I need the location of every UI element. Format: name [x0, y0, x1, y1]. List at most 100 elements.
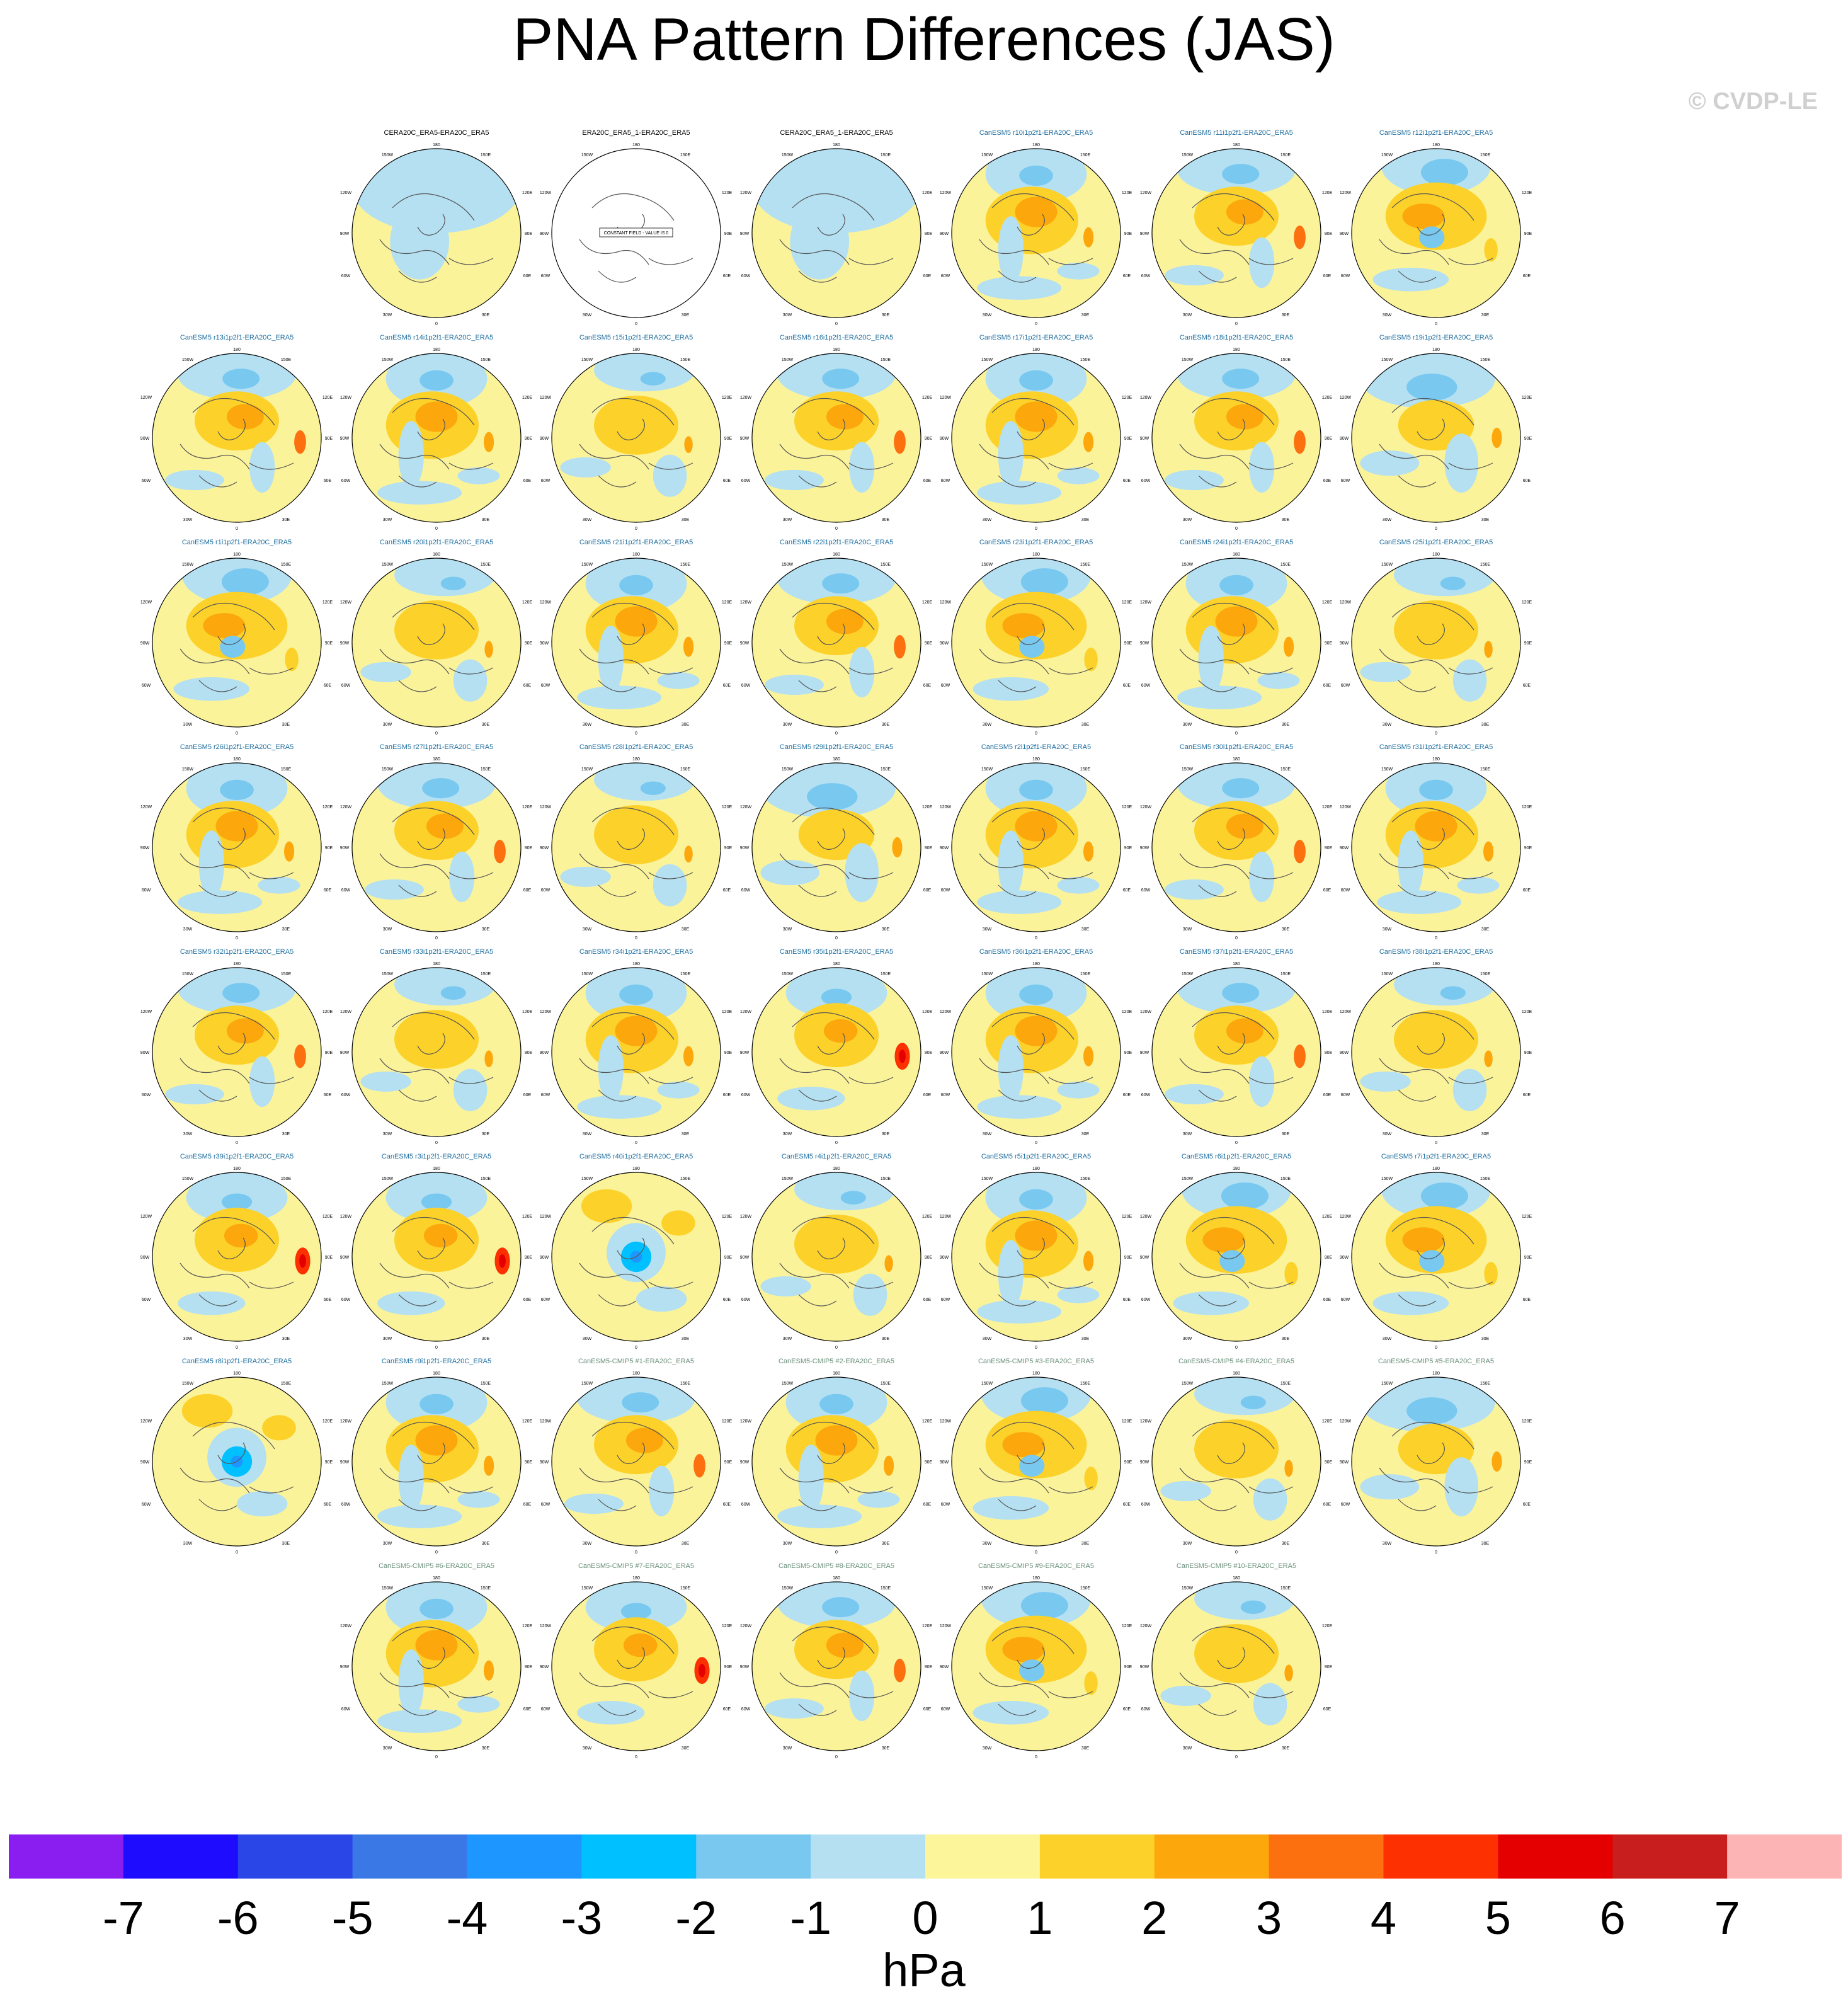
- coastline: [392, 193, 475, 221]
- longitude-label: 120E: [722, 1010, 733, 1014]
- contour-region: [593, 763, 695, 801]
- longitude-label: 180: [833, 1576, 840, 1581]
- longitude-label: 90E: [525, 846, 533, 850]
- polar-map: 180 0 150W 150E 120W 120E 90W 90E 60W 60E 30W 30E: [740, 757, 933, 941]
- colorbar-segment: [925, 1834, 1041, 1879]
- panel-title: CanESM5 r2i1p2f1-ERA20C_ERA5: [981, 743, 1092, 751]
- contour-region: [394, 968, 496, 1006]
- contour-region: [594, 805, 678, 864]
- contour-region: [684, 845, 693, 863]
- longitude-label: 90E: [724, 232, 733, 236]
- map-panel: CanESM5 r24i1p2f1-ERA20C_ERA5 180 0 150W 150…: [1136, 539, 1337, 740]
- longitude-label: 90W: [1140, 641, 1149, 646]
- contour-region: [1249, 851, 1275, 903]
- coastline: [1192, 807, 1275, 835]
- coastline: [398, 1703, 437, 1716]
- longitude-label: 0: [835, 731, 838, 736]
- longitude-label: 90E: [1524, 641, 1532, 646]
- longitude-label: 60W: [1341, 1502, 1350, 1507]
- coastline: [448, 1691, 494, 1698]
- colorbar-tick-label: -1: [790, 1892, 832, 1944]
- contour-fill: [765, 353, 906, 493]
- contour-region: [1457, 876, 1500, 894]
- longitude-label: 90E: [1325, 437, 1333, 441]
- longitude-label: 120E: [1522, 191, 1532, 195]
- polar-map: 180 0 150W 150E 120W 120E 90W 90E 60W 60E 30W 30E: [1140, 1371, 1333, 1555]
- longitude-label: 60E: [923, 1093, 932, 1097]
- longitude-label: 90W: [340, 641, 350, 646]
- longitude-label: 150W: [1182, 1382, 1194, 1386]
- longitude-label: 60W: [1341, 1298, 1350, 1302]
- longitude-label: 30E: [882, 1337, 890, 1341]
- longitude-label: 60E: [1123, 1298, 1131, 1302]
- longitude-label: 60E: [923, 684, 932, 688]
- map-panel: CanESM5-CMIP5 #2-ERA20C_ERA5 180 0 150W 150E…: [736, 1358, 937, 1559]
- longitude-label: 30E: [882, 518, 890, 522]
- map-panel: CERA20C_ERA5-ERA20C_ERA5 180 0 150W 150E 120W…: [336, 129, 537, 331]
- map-panel: CanESM5 r12i1p2f1-ERA20C_ERA5 180 0 150W 150…: [1335, 129, 1537, 331]
- map-panel: CanESM5 r3i1p2f1-ERA20C_ERA5 180 0 150W 150E…: [336, 1153, 537, 1354]
- map-border: [152, 1376, 322, 1547]
- map-panel: CanESM5 r20i1p2f1-ERA20C_ERA5 180 0 150W 150…: [336, 539, 537, 740]
- longitude-label: 150E: [1280, 1177, 1291, 1181]
- longitude-label: 150E: [881, 1177, 891, 1181]
- coastline: [617, 418, 645, 440]
- longitude-label: 60W: [142, 684, 151, 688]
- longitude-label: 180: [1032, 962, 1040, 966]
- longitude-label: 150E: [1080, 563, 1091, 567]
- longitude-label: 30W: [1183, 1746, 1192, 1751]
- contour-region: [977, 481, 1062, 505]
- longitude-label: 30W: [383, 1337, 392, 1341]
- contour-region: [284, 841, 295, 862]
- longitude-label: 0: [1435, 527, 1437, 531]
- longitude-label: 120E: [922, 191, 933, 195]
- coastline: [192, 398, 275, 426]
- contour-region: [1492, 427, 1502, 449]
- map-panel: CanESM5 r16i1p2f1-ERA20C_ERA5 180 0 150W 150…: [736, 334, 937, 535]
- coastline: [798, 270, 837, 283]
- polar-map: 180 0 150W 150E 120W 120E 90W 90E 60W 60E 30W 30E: [740, 348, 933, 531]
- longitude-label: 150W: [182, 563, 194, 567]
- coastline: [398, 680, 437, 692]
- longitude-label: 120E: [1522, 805, 1532, 810]
- contour-region: [1393, 558, 1495, 597]
- contour-region: [1002, 613, 1045, 639]
- longitude-label: 30W: [583, 723, 592, 727]
- longitude-label: 60W: [541, 1707, 550, 1712]
- colorbar-tick-label: 2: [1141, 1892, 1168, 1944]
- longitude-label: 90E: [1124, 1051, 1132, 1055]
- contour-region: [1492, 1451, 1502, 1472]
- coastline: [591, 1421, 675, 1450]
- coastline: [1048, 1077, 1093, 1084]
- longitude-label: 120E: [722, 805, 733, 810]
- longitude-label: 30W: [183, 723, 193, 727]
- longitude-label: 120W: [540, 396, 552, 400]
- coastline: [1048, 667, 1093, 675]
- longitude-label: 60W: [741, 888, 751, 893]
- panel-title: CanESM5 r1i1p2f1-ERA20C_ERA5: [181, 539, 292, 546]
- contour-region: [220, 636, 246, 658]
- coastline: [792, 398, 875, 426]
- longitude-label: 30E: [1081, 723, 1090, 727]
- contour-region: [798, 1445, 824, 1513]
- longitude-label: 180: [833, 1371, 840, 1376]
- longitude-label: 120E: [1522, 600, 1532, 605]
- contour-region: [1360, 450, 1420, 476]
- coastline: [1192, 1216, 1275, 1245]
- contour-region: [237, 1491, 288, 1517]
- longitude-label: 150E: [1280, 563, 1291, 567]
- coastline: [1217, 418, 1245, 440]
- contour-region: [1377, 890, 1462, 914]
- coastline: [249, 667, 294, 675]
- longitude-label: 90E: [325, 846, 333, 850]
- contour-fill: [165, 353, 306, 493]
- contour-region: [1222, 369, 1260, 389]
- polar-map: 180 0 150W 150E 120W 120E 90W 90E 60W 60E 30W 30E: [540, 962, 733, 1145]
- coastline: [798, 1294, 837, 1307]
- contour-region: [765, 469, 824, 491]
- coastline: [1017, 418, 1045, 440]
- coastline: [991, 1216, 1075, 1245]
- longitude-label: 60E: [1123, 1093, 1131, 1097]
- longitude-label: 90W: [940, 1460, 949, 1465]
- longitude-label: 60W: [142, 479, 151, 483]
